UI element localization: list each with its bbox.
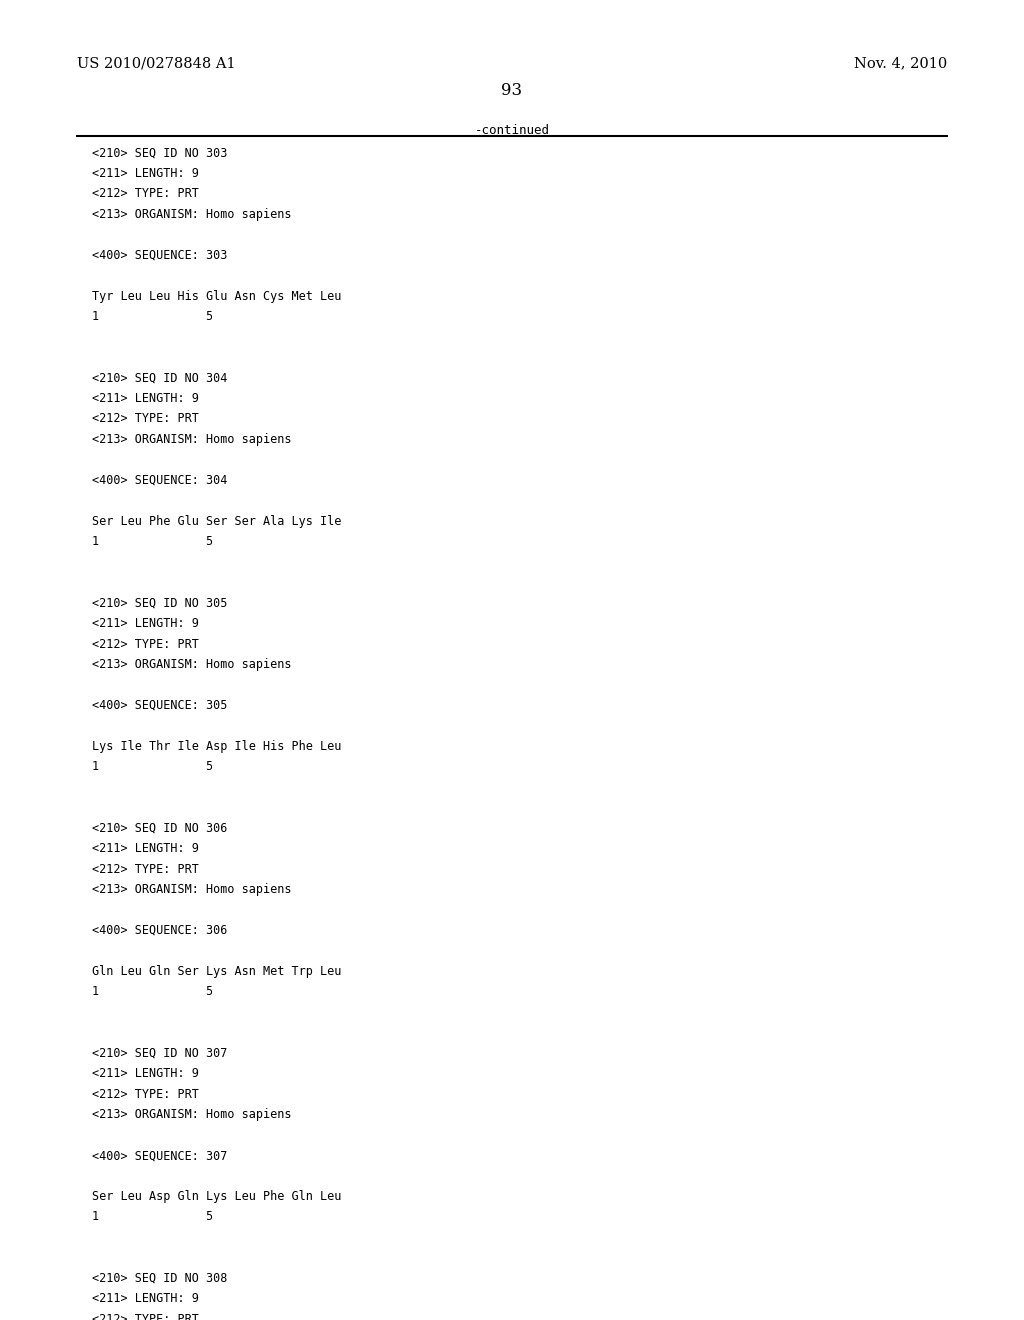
Text: <213> ORGANISM: Homo sapiens: <213> ORGANISM: Homo sapiens xyxy=(92,433,292,446)
Text: <210> SEQ ID NO 305: <210> SEQ ID NO 305 xyxy=(92,597,227,610)
Text: -continued: -continued xyxy=(474,124,550,137)
Text: <211> LENGTH: 9: <211> LENGTH: 9 xyxy=(92,1292,199,1305)
Text: 1               5: 1 5 xyxy=(92,1210,213,1224)
Text: <212> TYPE: PRT: <212> TYPE: PRT xyxy=(92,187,199,201)
Text: <210> SEQ ID NO 303: <210> SEQ ID NO 303 xyxy=(92,147,227,160)
Text: <211> LENGTH: 9: <211> LENGTH: 9 xyxy=(92,392,199,405)
Text: <211> LENGTH: 9: <211> LENGTH: 9 xyxy=(92,1067,199,1080)
Text: 1               5: 1 5 xyxy=(92,536,213,548)
Text: Ser Leu Phe Glu Ser Ser Ala Lys Ile: Ser Leu Phe Glu Ser Ser Ala Lys Ile xyxy=(92,515,342,528)
Text: <210> SEQ ID NO 307: <210> SEQ ID NO 307 xyxy=(92,1047,227,1060)
Text: <212> TYPE: PRT: <212> TYPE: PRT xyxy=(92,1312,199,1320)
Text: <212> TYPE: PRT: <212> TYPE: PRT xyxy=(92,1088,199,1101)
Text: US 2010/0278848 A1: US 2010/0278848 A1 xyxy=(77,57,236,71)
Text: <212> TYPE: PRT: <212> TYPE: PRT xyxy=(92,863,199,875)
Text: <210> SEQ ID NO 306: <210> SEQ ID NO 306 xyxy=(92,821,227,834)
Text: <212> TYPE: PRT: <212> TYPE: PRT xyxy=(92,412,199,425)
Text: Nov. 4, 2010: Nov. 4, 2010 xyxy=(854,57,947,71)
Text: 1               5: 1 5 xyxy=(92,985,213,998)
Text: 1               5: 1 5 xyxy=(92,760,213,774)
Text: <400> SEQUENCE: 307: <400> SEQUENCE: 307 xyxy=(92,1148,227,1162)
Text: <211> LENGTH: 9: <211> LENGTH: 9 xyxy=(92,842,199,855)
Text: <210> SEQ ID NO 308: <210> SEQ ID NO 308 xyxy=(92,1271,227,1284)
Text: <211> LENGTH: 9: <211> LENGTH: 9 xyxy=(92,616,199,630)
Text: <400> SEQUENCE: 306: <400> SEQUENCE: 306 xyxy=(92,924,227,937)
Text: 93: 93 xyxy=(502,82,522,99)
Text: <400> SEQUENCE: 303: <400> SEQUENCE: 303 xyxy=(92,248,227,261)
Text: <211> LENGTH: 9: <211> LENGTH: 9 xyxy=(92,168,199,180)
Text: <400> SEQUENCE: 305: <400> SEQUENCE: 305 xyxy=(92,700,227,711)
Text: <213> ORGANISM: Homo sapiens: <213> ORGANISM: Homo sapiens xyxy=(92,657,292,671)
Text: <400> SEQUENCE: 304: <400> SEQUENCE: 304 xyxy=(92,474,227,487)
Text: Ser Leu Asp Gln Lys Leu Phe Gln Leu: Ser Leu Asp Gln Lys Leu Phe Gln Leu xyxy=(92,1191,342,1203)
Text: Gln Leu Gln Ser Lys Asn Met Trp Leu: Gln Leu Gln Ser Lys Asn Met Trp Leu xyxy=(92,965,342,978)
Text: Tyr Leu Leu His Glu Asn Cys Met Leu: Tyr Leu Leu His Glu Asn Cys Met Leu xyxy=(92,290,342,302)
Text: <210> SEQ ID NO 304: <210> SEQ ID NO 304 xyxy=(92,372,227,384)
Text: <212> TYPE: PRT: <212> TYPE: PRT xyxy=(92,638,199,651)
Text: <213> ORGANISM: Homo sapiens: <213> ORGANISM: Homo sapiens xyxy=(92,1107,292,1121)
Text: Lys Ile Thr Ile Asp Ile His Phe Leu: Lys Ile Thr Ile Asp Ile His Phe Leu xyxy=(92,739,342,752)
Text: <213> ORGANISM: Homo sapiens: <213> ORGANISM: Homo sapiens xyxy=(92,207,292,220)
Text: 1               5: 1 5 xyxy=(92,310,213,323)
Text: <213> ORGANISM: Homo sapiens: <213> ORGANISM: Homo sapiens xyxy=(92,883,292,896)
